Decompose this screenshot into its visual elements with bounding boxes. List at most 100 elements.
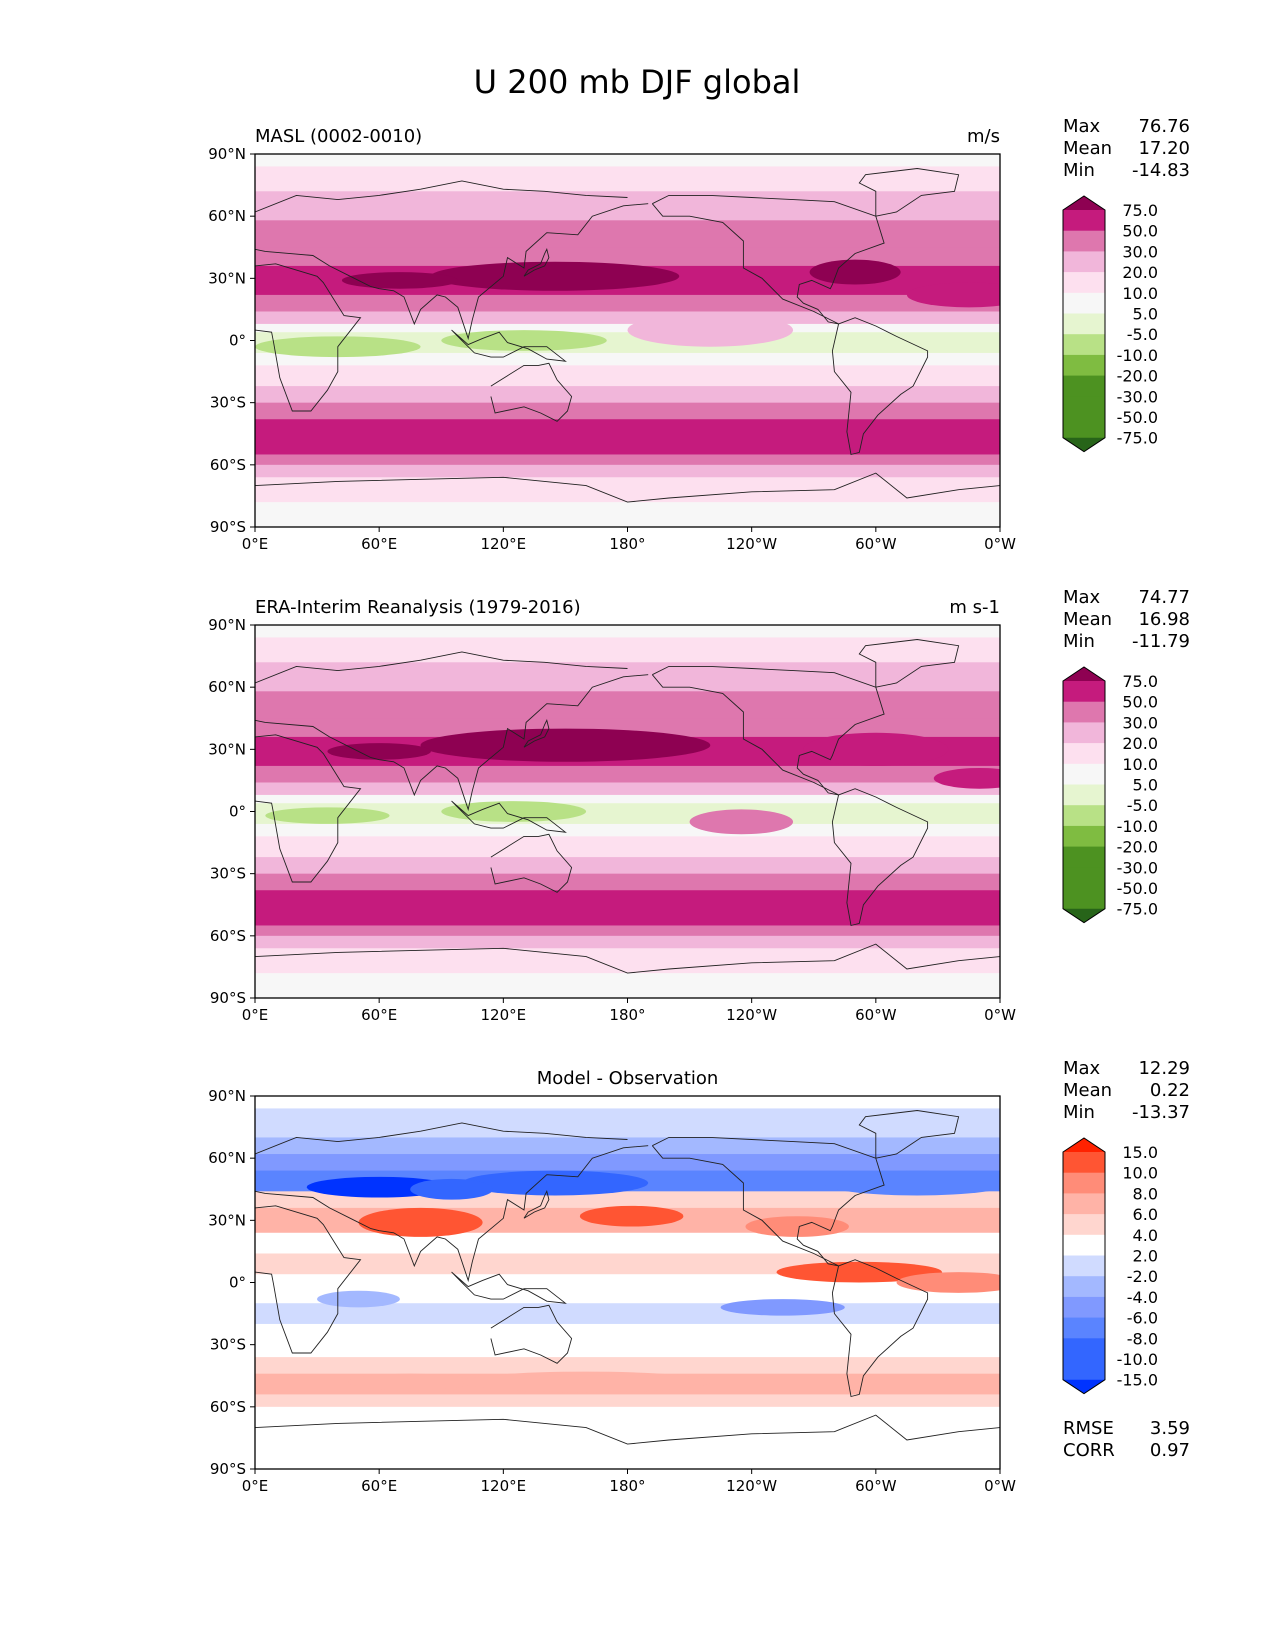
colorbar-segment (1063, 805, 1105, 827)
stats-model: Max 76.76 Mean 17.20 Min -14.83 (1063, 116, 1190, 181)
colorbar-tick-label: -6.0 (1127, 1309, 1158, 1328)
lon-tick-label: 0°E (242, 1006, 269, 1024)
lon-tick-label: 60°E (361, 1006, 397, 1024)
colorbar-segment (1063, 230, 1105, 252)
colorbar-segment (1063, 1338, 1105, 1360)
colorbar-tick-label: 20.0 (1122, 263, 1158, 282)
lon-tick-label: 60°E (361, 535, 397, 553)
extra-stat-label: CORR (1063, 1440, 1115, 1461)
figure-title: U 200 mb DJF global (474, 63, 801, 101)
stat-value: 16.98 (1138, 609, 1190, 630)
stat-value: 74.77 (1138, 587, 1190, 608)
lat-tick-label: 60°N (208, 1149, 246, 1167)
lat-tick-label: 60°S (210, 927, 246, 945)
colorbar-tick-label: 2.0 (1133, 1247, 1158, 1266)
map-field-model (255, 154, 1000, 527)
colorbar-segment (1063, 1255, 1105, 1277)
colorbar-segment (1063, 210, 1105, 232)
lon-tick-label: 0°E (242, 535, 269, 553)
panel-left-title: ERA-Interim Reanalysis (1979-2016) (255, 597, 581, 618)
colorbar-tick-label: 5.0 (1133, 305, 1158, 324)
colorbar-tick-label: 50.0 (1122, 693, 1158, 712)
colorbar-segment (1063, 743, 1105, 765)
colorbar-segment (1063, 1276, 1105, 1298)
colorbar-segment (1063, 681, 1105, 703)
colorbar-segment (1063, 722, 1105, 744)
lon-tick-label: 0°W (984, 535, 1016, 553)
colorbar-obs: 75.0 50.030.0 20.0 10.0 5.0-5.0 -10.0 -20.0-30… (1062, 666, 1158, 924)
extra-stat-label: RMSE (1063, 1418, 1114, 1439)
colorbar-extend-min (1063, 1379, 1105, 1394)
colorbar-segment (1063, 867, 1105, 889)
lat-tick-label: 30°N (208, 1211, 246, 1229)
lon-tick-label: 0°E (242, 1477, 269, 1495)
colorbar-extend-max (1063, 667, 1105, 681)
lat-tick-label: 0° (229, 803, 246, 821)
colorbar-segment (1063, 846, 1105, 868)
stat-value: 0.22 (1150, 1080, 1190, 1101)
colorbar-tick-label: 5.0 (1133, 776, 1158, 795)
colorbar-tick-label: -8.0 (1127, 1329, 1158, 1348)
lon-tick-label: 60°W (855, 535, 897, 553)
lat-tick-label: 0° (229, 1274, 246, 1292)
colorbar-segment (1063, 825, 1105, 847)
colorbar-segment (1063, 1317, 1105, 1339)
stat-label: Max (1063, 587, 1101, 608)
colorbar-tick-label: -30.0 (1117, 387, 1158, 406)
colorbar-tick-label: 10.0 (1122, 755, 1158, 774)
colorbar-segment (1063, 396, 1105, 418)
map-field-diff (255, 1096, 1000, 1469)
lon-tick-label: 60°W (855, 1477, 897, 1495)
lat-tick-label: 60°N (208, 678, 246, 696)
colorbar-tick-label: -30.0 (1117, 858, 1158, 877)
colorbar-segment (1063, 417, 1105, 439)
lon-tick-label: 120°W (726, 1006, 777, 1024)
colorbar-tick-label: -75.0 (1117, 429, 1158, 448)
colorbar-segment (1063, 1214, 1105, 1236)
colorbar-extend-min (1063, 437, 1105, 452)
colorbar-segment (1063, 313, 1105, 335)
colorbar-tick-label: -20.0 (1117, 838, 1158, 857)
lon-tick-label: 0°W (984, 1006, 1016, 1024)
colorbar-diff: 15.0 10.08.0 6.0 4.0 2.0-2.0 -4.0 -6.0-8.0 -10.… (1062, 1137, 1158, 1395)
stat-label: Min (1063, 160, 1095, 181)
colorbar-segment (1063, 1193, 1105, 1215)
stat-label: Mean (1063, 609, 1112, 630)
colorbar-extend-max (1063, 196, 1105, 210)
colorbar-tick-label: 8.0 (1133, 1184, 1158, 1203)
stat-value: 17.20 (1138, 138, 1190, 159)
colorbar-segment (1063, 334, 1105, 356)
lat-tick-label: 90°N (208, 1087, 246, 1105)
lon-tick-label: 60°E (361, 1477, 397, 1495)
colorbar-tick-label: 50.0 (1122, 222, 1158, 241)
lon-tick-label: 120°E (481, 1477, 527, 1495)
panels: 90°N60°N30°N0°30°S60°S90°S0°E 60°E 120°E 18… (208, 116, 1190, 1495)
colorbar-tick-label: -10.0 (1117, 346, 1158, 365)
lon-tick-label: 120°E (481, 1006, 527, 1024)
lon-tick-label: 120°W (726, 1477, 777, 1495)
extra-stat-value: 3.59 (1150, 1418, 1190, 1439)
stats-diff: Max 12.29 Mean 0.22 Min -13.37 (1063, 1058, 1190, 1123)
colorbar-segment (1063, 888, 1105, 910)
lat-tick-label: 90°S (210, 518, 246, 536)
lat-tick-label: 0° (229, 332, 246, 350)
lon-tick-label: 120°E (481, 535, 527, 553)
stats-obs: Max 74.77 Mean 16.98 Min -11.79 (1063, 587, 1190, 652)
panel-diff: 90°N 60°N 30°N 0° 30°S 60°S 90°S0°E 60°E 120°E 18… (208, 1058, 1190, 1495)
panel-center-title: Model - Observation (537, 1068, 719, 1089)
colorbar-segment (1063, 292, 1105, 314)
colorbar-tick-label: 20.0 (1122, 734, 1158, 753)
panel-left-title: MASL (0002-0010) (255, 126, 422, 147)
colorbar-tick-label: 10.0 (1122, 1164, 1158, 1183)
panel-units: m s-1 (949, 597, 1000, 618)
lat-tick-label: 30°S (210, 1336, 246, 1354)
colorbar-tick-label: -20.0 (1117, 367, 1158, 386)
colorbar-segment (1063, 701, 1105, 723)
colorbar-tick-label: 75.0 (1122, 672, 1158, 691)
colorbar-tick-label: -2.0 (1127, 1267, 1158, 1286)
lon-tick-label: 0°W (984, 1477, 1016, 1495)
lat-tick-label: 90°S (210, 989, 246, 1007)
lat-tick-label: 30°S (210, 865, 246, 883)
colorbar-tick-label: -50.0 (1117, 879, 1158, 898)
